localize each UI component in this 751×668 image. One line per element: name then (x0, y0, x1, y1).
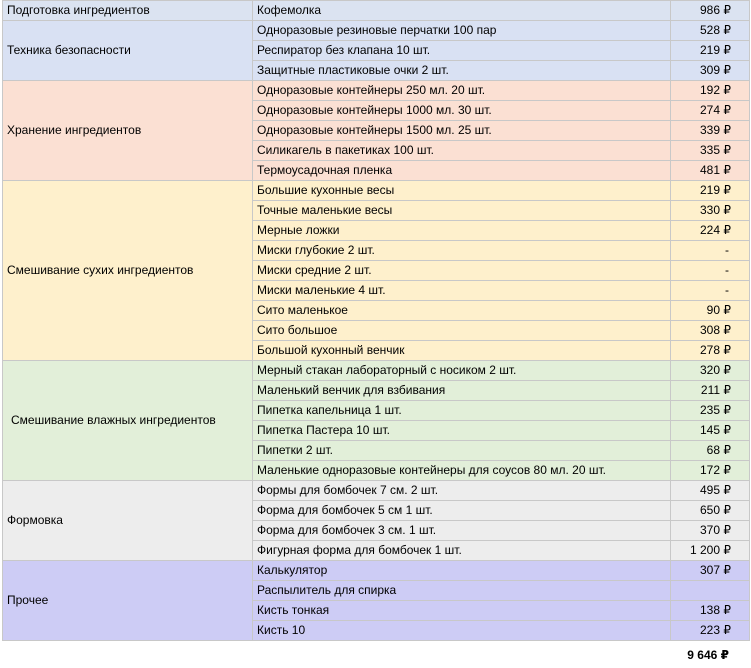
item-price-cell[interactable]: 219 ₽ (670, 180, 750, 201)
item-price-cell[interactable]: 495 ₽ (670, 480, 750, 501)
item-price-cell[interactable]: 309 ₽ (670, 60, 750, 81)
table-row: Прочее Калькулятор 307 ₽ (2, 560, 750, 641)
item-name-cell[interactable]: Защитные пластиковые очки 2 шт. (252, 60, 671, 81)
item-price-cell[interactable]: 235 ₽ (670, 400, 750, 421)
item-name-cell[interactable]: Форма для бомбочек 5 см 1 шт. (252, 500, 671, 521)
total-sum[interactable]: 9 646 ₽ (687, 648, 729, 662)
category-cell[interactable]: Смешивание влажных ингредиентов (2, 360, 253, 481)
item-name-cell[interactable]: Пипетка Пастера 10 шт. (252, 420, 671, 441)
item-price-cell[interactable]: 370 ₽ (670, 520, 750, 541)
item-price-cell[interactable]: 172 ₽ (670, 460, 750, 481)
item-price-cell[interactable]: 219 ₽ (670, 40, 750, 61)
item-price-cell[interactable]: 330 ₽ (670, 200, 750, 221)
item-price-cell[interactable]: 211 ₽ (670, 380, 750, 401)
item-name-cell[interactable]: Формы для бомбочек 7 см. 2 шт. (252, 480, 671, 501)
item-price-cell[interactable]: 528 ₽ (670, 20, 750, 41)
item-price-cell[interactable]: 308 ₽ (670, 320, 750, 341)
table-row: Хранение ингредиентов Одноразовые контейн… (2, 80, 750, 181)
category-cell[interactable]: Формовка (2, 480, 253, 561)
table-row: Большой кухонный венчик 278 ₽ (2, 340, 750, 361)
item-name-cell[interactable]: Одноразовые резиновые перчатки 100 пар (252, 20, 671, 41)
item-name-cell[interactable]: Кисть тонкая (252, 600, 671, 621)
item-name-cell[interactable]: Маленькие одноразовые контейнеры для соу… (252, 460, 671, 481)
item-price-cell[interactable]: 68 ₽ (670, 440, 750, 461)
item-price-cell[interactable]: 481 ₽ (670, 160, 750, 181)
item-price-cell[interactable]: 320 ₽ (670, 360, 750, 381)
item-price-cell[interactable]: 138 ₽ (670, 600, 750, 621)
item-price-cell[interactable]: 192 ₽ (670, 80, 750, 101)
item-price-cell[interactable]: 145 ₽ (670, 420, 750, 441)
table-body: Подготовка ингредиентов Кофемолка 986 ₽ Тех… (2, 0, 750, 641)
item-price-cell[interactable]: - (670, 260, 750, 281)
item-price-cell[interactable]: 224 ₽ (670, 220, 750, 241)
item-price-cell[interactable]: 274 ₽ (670, 100, 750, 121)
item-name-cell[interactable]: Одноразовые контейнеры 250 мл. 20 шт. (252, 80, 671, 101)
item-price-cell[interactable]: 650 ₽ (670, 500, 750, 521)
item-name-cell[interactable]: Миски маленькие 4 шт. (252, 280, 671, 301)
item-name-cell[interactable]: Одноразовые контейнеры 1500 мл. 25 шт. (252, 120, 671, 141)
item-name-cell[interactable]: Большие кухонные весы (252, 180, 671, 201)
item-price-cell[interactable]: 90 ₽ (670, 300, 750, 321)
item-price-cell[interactable]: 223 ₽ (670, 620, 750, 641)
category-cell[interactable]: Техника безопасности (2, 20, 253, 81)
category-cell[interactable]: Подготовка ингредиентов (2, 0, 253, 21)
item-price-cell[interactable] (670, 580, 750, 601)
item-name-cell[interactable]: Точные маленькие весы (252, 200, 671, 221)
table-row: Смешивание влажных ингредиентов Мерный ст… (2, 360, 750, 481)
item-name-cell[interactable]: Маленький венчик для взбивания (252, 380, 671, 401)
item-price-cell[interactable]: 335 ₽ (670, 140, 750, 161)
item-name-cell[interactable]: Миски глубокие 2 шт. (252, 240, 671, 261)
item-name-cell[interactable]: Миски средние 2 шт. (252, 260, 671, 281)
item-name-cell[interactable]: Пипетки 2 шт. (252, 440, 671, 461)
item-name-cell[interactable]: Респиратор без клапана 10 шт. (252, 40, 671, 61)
category-cell[interactable]: Прочее (2, 560, 253, 641)
table-row: Смешивание сухих ингредиентов Большие кух… (2, 180, 750, 361)
item-name-cell[interactable]: Пипетка капельница 1 шт. (252, 400, 671, 421)
item-name-cell[interactable]: Термоусадочная пленка (252, 160, 671, 181)
item-price-cell[interactable]: - (670, 240, 750, 261)
item-name-cell[interactable]: Форма для бомбочек 3 см. 1 шт. (252, 520, 671, 541)
item-name-cell[interactable]: Кисть 10 (252, 620, 671, 641)
item-name-cell[interactable]: Сито большое (252, 320, 671, 341)
item-price-cell[interactable]: 1 200 ₽ (670, 540, 750, 561)
category-cell[interactable]: Хранение ингредиентов (2, 80, 253, 181)
category-cell[interactable]: Смешивание сухих ингредиентов (2, 180, 253, 361)
table-row: Техника безопасности Одноразовые резиновы… (2, 20, 750, 81)
item-name-cell[interactable]: Мерный стакан лабораторный с носиком 2 ш… (252, 360, 671, 381)
item-price-cell[interactable]: - (670, 280, 750, 301)
item-price-cell[interactable]: 339 ₽ (670, 120, 750, 141)
item-name-cell[interactable]: Силикагель в пакетиках 100 шт. (252, 140, 671, 161)
item-name-cell[interactable]: Распылитель для спирка (252, 580, 671, 601)
equipment-table: Подготовка ингредиентов Кофемолка 986 ₽ Тех… (2, 0, 750, 641)
item-price-cell[interactable]: 307 ₽ (670, 560, 750, 581)
item-name-cell[interactable]: Большой кухонный венчик (252, 340, 671, 361)
item-name-cell[interactable]: Одноразовые контейнеры 1000 мл. 30 шт. (252, 100, 671, 121)
table-row: Подготовка ингредиентов Кофемолка 986 ₽ (2, 0, 750, 21)
item-price-cell[interactable]: 986 ₽ (670, 0, 750, 21)
table-row: Формовка Формы для бомбочек 7 см. 2 шт. 49… (2, 480, 750, 561)
item-price-cell[interactable]: 278 ₽ (670, 340, 750, 361)
item-name-cell[interactable]: Кофемолка (252, 0, 671, 21)
item-name-cell[interactable]: Мерные ложки (252, 220, 671, 241)
item-name-cell[interactable]: Сито маленькое (252, 300, 671, 321)
item-name-cell[interactable]: Фигурная форма для бомбочек 1 шт. (252, 540, 671, 561)
item-name-cell[interactable]: Калькулятор (252, 560, 671, 581)
